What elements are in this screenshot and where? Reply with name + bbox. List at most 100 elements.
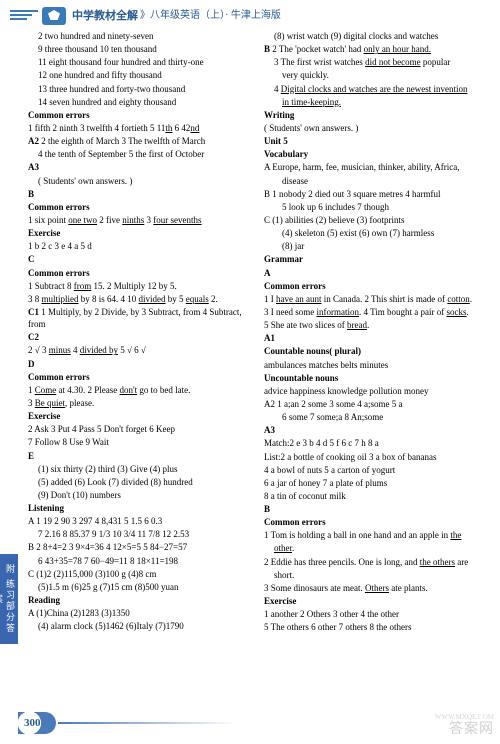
text-line: 6 a jar of honey 7 a plate of plums [264, 477, 488, 489]
underlined: Be quiet [35, 398, 65, 408]
underlined: one two [68, 215, 97, 225]
underlined: bread [347, 320, 367, 330]
section-heading: A3 [264, 424, 488, 436]
underlined: did not become [365, 57, 421, 67]
underlined: other [274, 543, 292, 553]
section-heading: A3 [28, 161, 252, 173]
text-line: (9) Don't (10) numbers [28, 489, 252, 501]
label: C1 [28, 307, 39, 317]
text: 1 [28, 385, 35, 395]
underlined: the [450, 530, 461, 540]
underlined: the others [420, 557, 455, 567]
section-heading: D [28, 358, 252, 370]
text-line: short. [264, 569, 488, 581]
underlined: have an aunt [276, 294, 321, 304]
text-line: A2 2 the eighth of March 3 The twelfth o… [28, 135, 252, 147]
text-line: 3 8 multiplied by 8 is 64. 4 10 divided … [28, 293, 252, 305]
text-line: 14 seven hundred and eighty thousand [28, 96, 252, 108]
underlined: minus [49, 345, 71, 355]
text: by 8 is 64. 4 10 [79, 294, 139, 304]
text: 3 [144, 215, 153, 225]
text-line: 3 Some dinosaurs ate meat. Others ate pl… [264, 582, 488, 594]
text-line: 2 √ 3 minus 4 divided by 5 √ 6 √ [28, 344, 252, 356]
underlined: four sevenths [153, 215, 201, 225]
text-line: 13 three hundred and forty-two thousand [28, 83, 252, 95]
text-line: 4 a bowl of nuts 5 a carton of yogurt [264, 464, 488, 476]
section-heading: Countable nouns( plural) [264, 345, 488, 357]
underlined: multiplied [42, 294, 79, 304]
text-line: advice happiness knowledge pollution mon… [264, 385, 488, 397]
text: 3 Some dinosaurs ate meat. [264, 583, 365, 593]
text: 2 the eighth of March 3 The twelfth of M… [39, 136, 205, 146]
text-line: 1 six point one two 2 five ninths 3 four… [28, 214, 252, 226]
text-line: B 1 nobody 2 died out 3 square metres 4 … [264, 188, 488, 200]
text-line: 5 The others 6 other 7 others 8 the othe… [264, 621, 488, 633]
text-line: C (1)2 (2)115,000 (3)100 g (4)8 cm [28, 568, 252, 580]
text: 2. [209, 294, 218, 304]
text-line: disease [264, 175, 488, 187]
section-heading: C [28, 253, 252, 265]
text: , please. [65, 398, 94, 408]
text-line: A Europe, harm, fee, musician, thinker, … [264, 161, 488, 173]
text-line: (8) jar [264, 240, 488, 252]
section-heading: C2 [28, 331, 252, 343]
section-heading: Common errors [264, 516, 488, 528]
text-line: 7 Follow 8 Use 9 Wait [28, 436, 252, 448]
text-line: 3 The first wrist watches did not become… [264, 56, 488, 68]
underlined: don't [120, 385, 138, 395]
text: 1 Multiply, by 2 Divide, by 3 Subtract, … [28, 307, 242, 329]
text: by 5 [166, 294, 186, 304]
text: go to bed late. [137, 385, 190, 395]
section-heading: Writing [264, 109, 488, 121]
text-line: 1 Subtract 8 from 15. 2 Multiply 12 by 5… [28, 280, 252, 292]
section-heading: Common errors [28, 267, 252, 279]
section-heading: Reading [28, 594, 252, 606]
page-number: 300 [18, 712, 56, 734]
text-line: 9 three thousand 10 ten thousand [28, 43, 252, 55]
section-heading: Vocabulary [264, 148, 488, 160]
watermark: 答案网 [449, 721, 494, 740]
text-line: Match:2 e 3 b 4 d 5 f 6 c 7 h 8 a [264, 437, 488, 449]
text: . [367, 320, 369, 330]
label: A2 [28, 136, 39, 146]
text-line: (8) wrist watch (9) digital clocks and w… [264, 30, 488, 42]
text-line: 3 Be quiet, please. [28, 397, 252, 409]
underlined: Digital clocks and watches are the newes… [281, 84, 468, 94]
text-line: 3 I need some information. 4 Tim bought … [264, 306, 488, 318]
text: . [467, 307, 469, 317]
text: in Canada. 2 This shirt is made of [321, 294, 447, 304]
text-line: 4 Digital clocks and watches are the new… [264, 83, 488, 95]
section-heading: B [28, 188, 252, 200]
text-line: 8 a tin of coconut milk [264, 490, 488, 502]
section-heading: Unit 5 [264, 135, 488, 147]
text-line: (5)1.5 m (6)25 g (7)15 cm (8)500 yuan [28, 581, 252, 593]
text: 2 Eddie has three pencils. One is long, … [264, 557, 420, 567]
section-heading: A [264, 267, 488, 279]
text: 3 I need some [264, 307, 316, 317]
text-line: (5) added (6) Look (7) divided (8) hundr… [28, 476, 252, 488]
text-line: 1 Tom is holding a ball in one hand and … [264, 529, 488, 541]
text: 1 Tom is holding a ball in one hand and … [264, 530, 450, 540]
section-heading: B [264, 503, 488, 515]
underlined: from [74, 281, 92, 291]
text: . [292, 543, 294, 553]
text-line: 5 look up 6 includes 7 though [264, 201, 488, 213]
section-heading: Exercise [264, 595, 488, 607]
left-column: 2 two hundred and ninety-seven 9 three t… [28, 30, 252, 634]
text-line: 11 eight thousand four hundred and thirt… [28, 56, 252, 68]
text-line: (1) six thirty (2) third (3) Give (4) pl… [28, 463, 252, 475]
text: 4 [274, 84, 281, 94]
text-line: B 2 The 'pocket watch' had only an hour … [264, 43, 488, 55]
text-line: C1 1 Multiply, by 2 Divide, by 3 Subtrac… [28, 306, 252, 330]
underlined: divided by [80, 345, 118, 355]
text-line: 1 Come at 4.30. 2 Please don't go to bed… [28, 384, 252, 396]
text-line: 2 Eddie has three pencils. One is long, … [264, 556, 488, 568]
text-line: ambulances matches belts minutes [264, 359, 488, 371]
text-line: 2 Ask 3 Put 4 Pass 5 Don't forget 6 Keep [28, 423, 252, 435]
text-line: ( Students' own answers. ) [264, 122, 488, 134]
side-tab: 附 练习部分答案 [0, 554, 18, 644]
text-line: ( Students' own answers. ) [28, 175, 252, 187]
text-line: List:2 a bottle of cooking oil 3 a box o… [264, 451, 488, 463]
section-heading: A1 [264, 332, 488, 344]
content-area: 2 two hundred and ninety-seven 9 three t… [0, 28, 500, 634]
